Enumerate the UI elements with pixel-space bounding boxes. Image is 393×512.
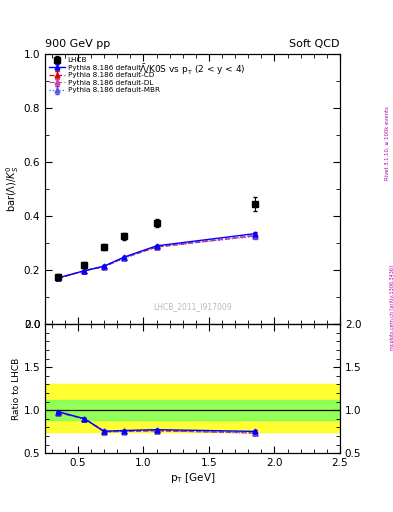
Y-axis label: Ratio to LHCB: Ratio to LHCB — [12, 357, 21, 420]
Text: Soft QCD: Soft QCD — [290, 38, 340, 49]
Bar — [45, 385, 340, 432]
Text: LHCB_2011_I917009: LHCB_2011_I917009 — [153, 302, 232, 311]
Text: mcplots.cern.ch [arXiv:1306.3436]: mcplots.cern.ch [arXiv:1306.3436] — [390, 265, 393, 350]
Text: $\bar{\Lambda}$/K0S vs p$_{\rm T}$ (2 < y < 4): $\bar{\Lambda}$/K0S vs p$_{\rm T}$ (2 < … — [139, 62, 246, 77]
Text: 900 GeV pp: 900 GeV pp — [45, 38, 110, 49]
X-axis label: p$_{\rm T}$ [GeV]: p$_{\rm T}$ [GeV] — [170, 471, 215, 485]
Text: Rivet 3.1.10, ≥ 100k events: Rivet 3.1.10, ≥ 100k events — [385, 106, 389, 180]
Y-axis label: bar$(\Lambda)/K^0_S$: bar$(\Lambda)/K^0_S$ — [4, 166, 21, 212]
Legend: LHCB, Pythia 8.186 default, Pythia 8.186 default-CD, Pythia 8.186 default-DL, Py: LHCB, Pythia 8.186 default, Pythia 8.186… — [48, 56, 161, 95]
Bar — [45, 400, 340, 420]
